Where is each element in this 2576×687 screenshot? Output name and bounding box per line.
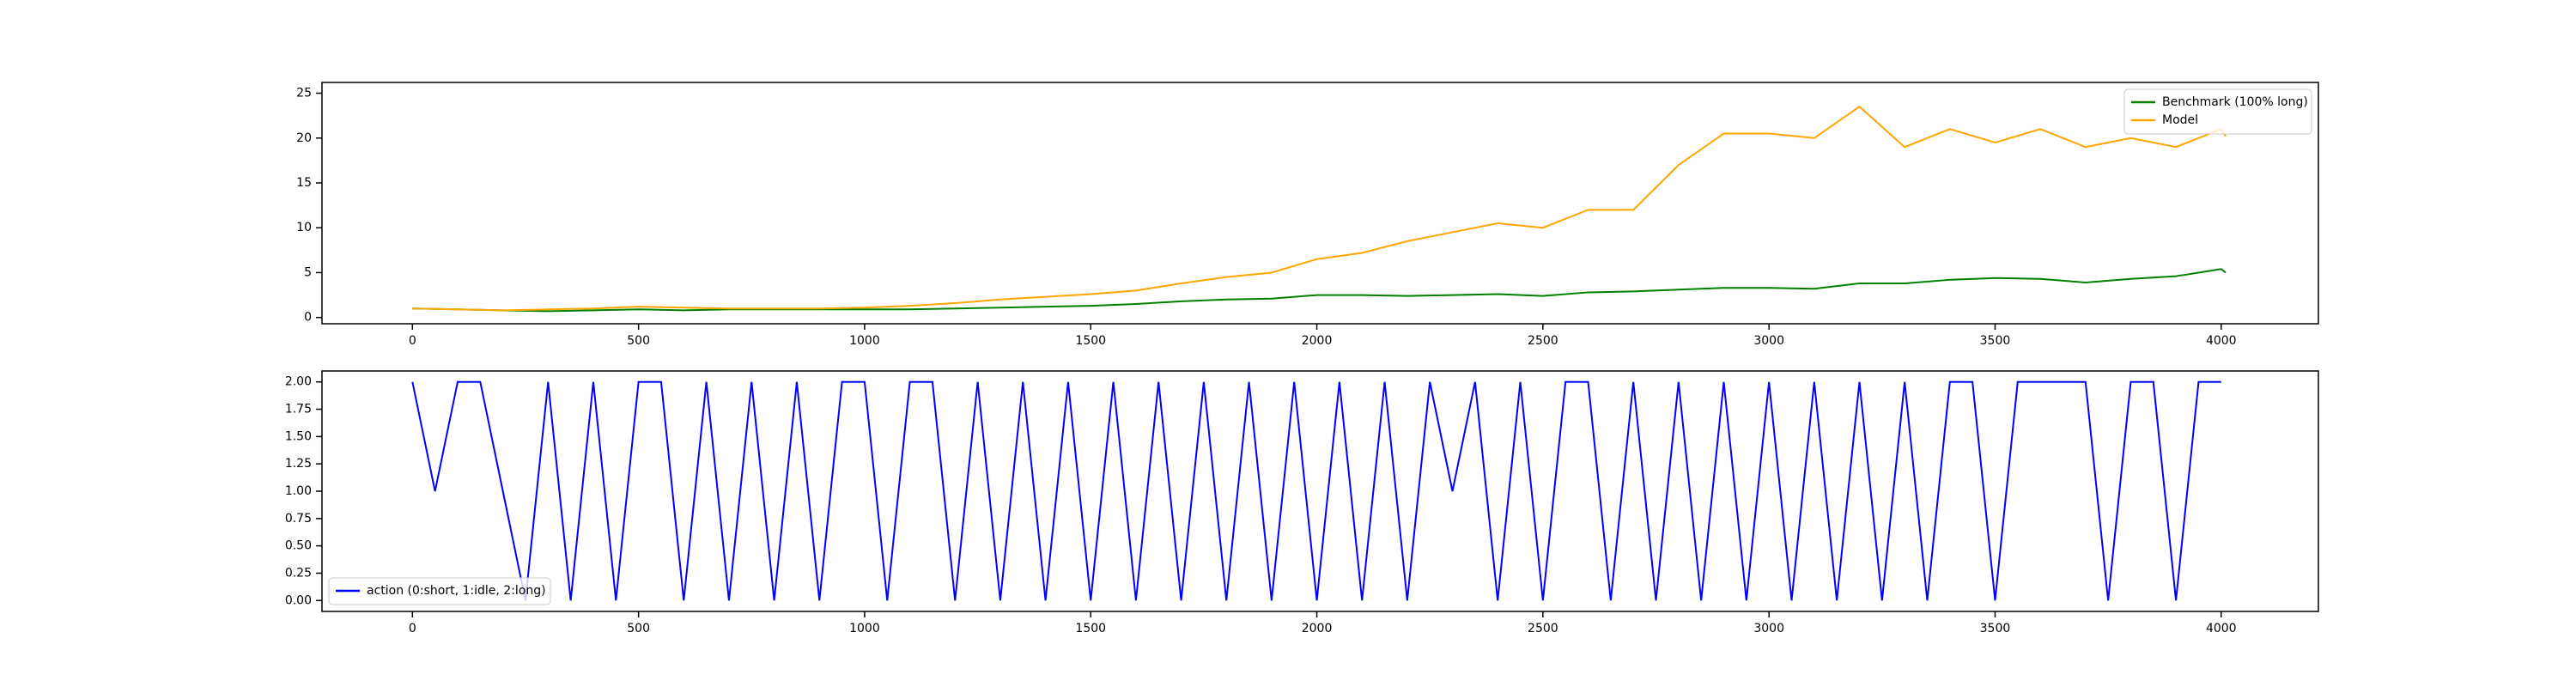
y-tick-label: 1.75 (285, 403, 312, 416)
y-tick-label: 20 (296, 131, 312, 145)
x-tick-label: 3000 (1753, 622, 1784, 635)
y-tick-label: 1.50 (285, 429, 312, 443)
data-line (412, 268, 2227, 313)
x-tick-label: 4000 (2206, 622, 2237, 635)
legend-box (328, 577, 551, 605)
legend-label: Benchmark (100% long) (2162, 95, 2308, 109)
y-tick-label: 0.25 (285, 566, 312, 580)
legend-label: Model (2162, 113, 2198, 127)
x-tick-label: 2500 (1528, 622, 1558, 635)
legend: action (0:short, 1:idle, 2:long) (328, 577, 551, 605)
y-tick-label: 0.50 (285, 539, 312, 553)
x-tick-label: 1000 (849, 622, 880, 635)
x-tick-label: 500 (627, 622, 650, 635)
x-tick-label: 2000 (1302, 334, 1333, 348)
legend-box (2123, 88, 2312, 135)
y-tick-label: 10 (296, 221, 312, 234)
y-tick-label: 25 (296, 87, 312, 100)
legend-label: action (0:short, 1:idle, 2:long) (367, 584, 546, 598)
y-tick-label: 0.00 (285, 593, 312, 607)
x-tick-label: 2500 (1528, 334, 1558, 348)
y-tick-label: 0.75 (285, 512, 312, 526)
y-tick-label: 1.25 (285, 457, 312, 471)
x-tick-label: 0 (409, 622, 416, 635)
x-tick-label: 1000 (849, 334, 880, 348)
y-tick-label: 0 (304, 311, 312, 325)
data-line (412, 105, 2227, 312)
x-tick-label: 1500 (1075, 622, 1106, 635)
y-tick-label: 15 (296, 176, 312, 190)
y-tick-label: 1.00 (285, 484, 312, 498)
x-tick-label: 3500 (1980, 334, 2011, 348)
x-tick-label: 2000 (1302, 622, 1333, 635)
x-tick-label: 3000 (1753, 334, 1784, 348)
x-tick-label: 3500 (1980, 622, 2011, 635)
legend: Benchmark (100% long) Model (2123, 88, 2312, 135)
x-tick-label: 0 (409, 334, 416, 348)
x-tick-label: 1500 (1075, 334, 1106, 348)
data-line (411, 380, 2221, 601)
axes-frame (321, 82, 2319, 325)
y-tick-label: 5 (304, 265, 312, 279)
axes-frame (321, 370, 2319, 612)
x-tick-label: 4000 (2206, 334, 2237, 348)
x-tick-label: 500 (627, 334, 650, 348)
y-tick-label: 2.00 (285, 375, 312, 389)
